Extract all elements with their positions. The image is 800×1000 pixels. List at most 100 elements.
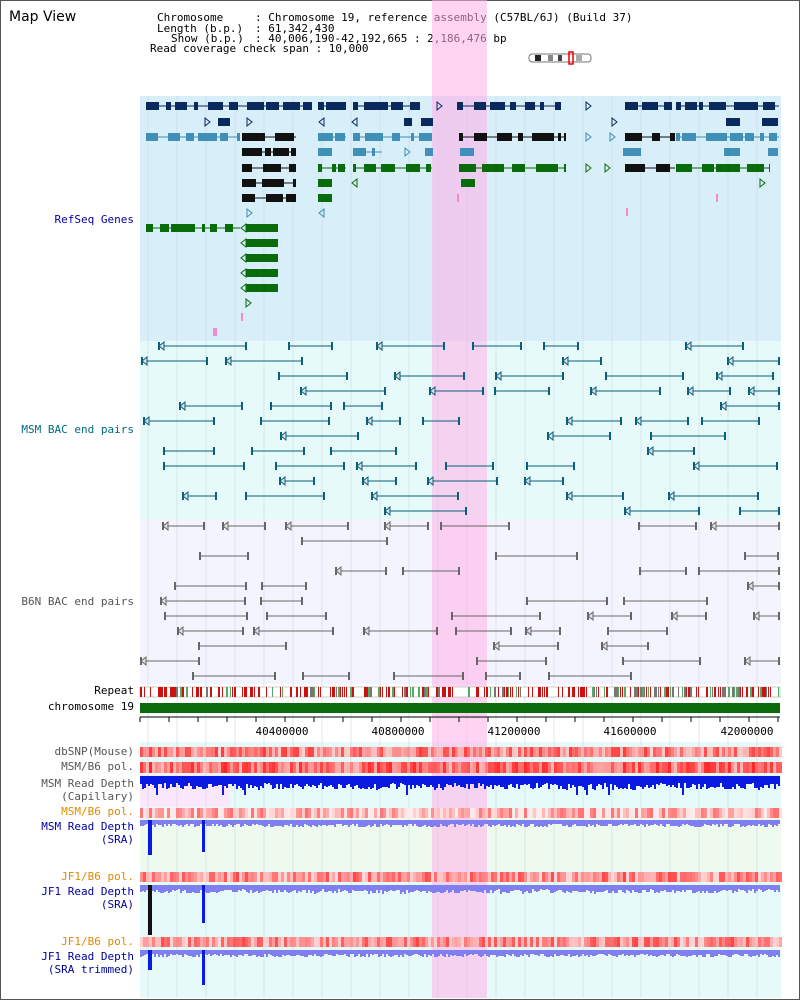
read-depth-bar [616,950,618,957]
read-depth-bar [154,950,156,957]
track-label-msm-depth-capillary[interactable]: MSM Read Depth [41,777,134,790]
read-depth-bar [142,950,144,956]
repeat-element [742,687,743,697]
heatmap-cell [149,747,152,757]
track-label-jf1-depth-trimmed[interactable]: JF1 Read Depth [41,950,134,963]
heatmap-cell [374,808,377,818]
b6n-bac-end [647,642,649,650]
read-depth-bar [290,885,292,892]
read-depth-bar [356,950,358,956]
repeat-element [468,687,470,697]
read-depth-bar [292,776,294,788]
read-depth-bar [544,820,546,826]
msm-bac-end-pair-features[interactable] [141,340,780,517]
refseq-gene-features[interactable] [146,100,779,336]
track-label-jf1-depth-sra[interactable]: JF1 Read Depth [41,885,134,898]
msm-bac-end [543,342,545,350]
read-depth-bar [766,820,768,827]
gene-exon [702,164,714,172]
heatmap-cell [746,747,749,757]
track-label-jf1-b6-pol[interactable]: JF1/B6 pol. [61,870,134,883]
read-depth-bar [240,950,242,955]
track-label-dbsnp[interactable]: dbSNP(Mouse) [54,745,134,758]
read-depth-bar [474,950,476,954]
b6n-bac-end [557,642,559,650]
read-depth-bar [740,820,742,827]
read-depth-bar [628,820,630,826]
msm-bac-arrow-icon [547,430,554,442]
read-depth-bar [504,950,506,957]
read-depth-bar [182,776,184,789]
repeat-track[interactable] [139,686,781,698]
read-depth-bar [402,885,404,892]
gene-exon [685,102,697,110]
read-depth-bar [370,885,372,891]
read-depth-bar [578,776,580,786]
track-label-msm-bac[interactable]: MSM BAC end pairs [21,423,134,436]
gene-exon [242,148,262,156]
b6n-bac-end [576,552,578,560]
read-depth-plots[interactable] [140,776,780,985]
track-label-msm-b6-pol[interactable]: MSM/B6 pol. [61,760,134,773]
msm-bac-arrow-icon [394,370,401,382]
read-depth-bar [502,820,504,826]
heatmap-cell [608,762,611,773]
read-depth-bar [556,820,558,824]
b6n-bac-end [266,612,268,620]
heatmap-cell [170,747,173,757]
heatmap-cell [755,872,758,882]
msm-bac-end [776,462,778,470]
read-depth-bar [634,820,636,824]
heatmap-cell [671,937,674,947]
track-label-refseq-genes[interactable]: RefSeq Genes [54,213,134,226]
read-depth-bar [174,885,176,891]
heatmap-cell [380,872,383,882]
read-depth-bar [610,885,612,893]
read-depth-bar [556,776,558,785]
repeat-element [476,687,478,697]
read-depth-bar [566,776,568,790]
heatmap-cell [464,808,467,818]
heatmap-cell [734,762,737,773]
heatmap-cell [596,747,599,757]
variation-heatmaps[interactable] [140,747,782,947]
read-depth-bar [462,820,464,824]
heatmap-cell [656,808,659,818]
heatmap-cell [686,937,689,947]
track-label-b6n-bac[interactable]: B6N BAC end pairs [21,595,134,608]
read-depth-bar [622,950,624,954]
read-depth-bar [406,776,408,795]
read-depth-bar [686,776,688,788]
heatmap-cell [584,872,587,882]
heatmap-cell [365,808,368,818]
track-label-msm-depth-sra[interactable]: MSM Read Depth [41,820,134,833]
read-depth-bar [602,820,604,826]
read-depth-bar [528,776,530,784]
heatmap-cell [506,937,509,947]
read-depth-bar [668,820,670,824]
read-depth-bar [222,820,224,827]
read-depth-bar [436,820,438,827]
heatmap-cell [584,808,587,818]
heatmap-cell [203,872,206,882]
selected-region-highlight[interactable] [432,0,487,998]
heatmap-cell [488,937,491,947]
repeat-element [508,687,509,697]
chromosome-ideogram[interactable] [528,51,592,65]
b6n-bac-arrow-icon [253,625,260,637]
track-label-msm-b6-pol-2[interactable]: MSM/B6 pol. [61,805,134,818]
heatmap-cell [767,808,770,818]
heatmap-cell [497,937,500,947]
heatmap-cell [239,762,242,773]
heatmap-cell [320,937,323,947]
heatmap-cell [263,872,266,882]
heatmap-cell [476,937,479,947]
heatmap-cell [272,872,275,882]
track-label-jf1-b6-pol-2[interactable]: JF1/B6 pol. [61,935,134,948]
heatmap-cell [272,762,275,773]
heatmap-cell [332,937,335,947]
read-depth-bar [702,776,704,787]
msm-bac-end [701,417,703,425]
b6n-bac-end-pair-features[interactable] [140,520,780,680]
